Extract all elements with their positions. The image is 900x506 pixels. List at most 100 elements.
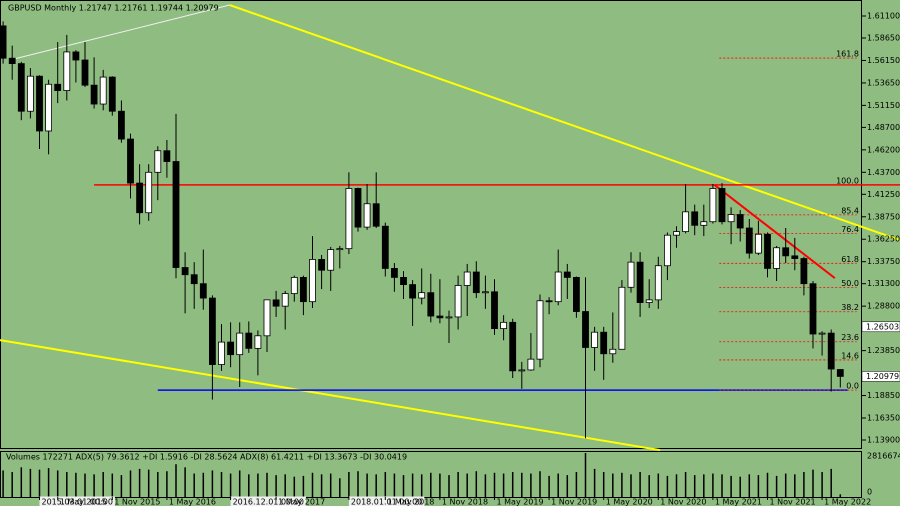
candle-body [363, 203, 371, 228]
x-cursor-box [230, 496, 307, 506]
price-label: 1.20979 [866, 372, 899, 381]
x-tick-label: 1 May 2019 [497, 498, 544, 506]
y-tick-label: 1.46200 [867, 145, 900, 154]
candle-body [418, 292, 426, 299]
candle-body [136, 182, 144, 214]
candle-body [755, 233, 762, 254]
candle-body [682, 211, 689, 232]
candle-body [645, 299, 653, 303]
fib-label: 161.8 [836, 50, 859, 59]
volume-pane-frame [0, 451, 862, 498]
candle-body [691, 211, 699, 226]
chart-title: GBPUSD Monthly 1.21747 1.21761 1.19744 1… [8, 4, 219, 13]
x-cursor-box [348, 496, 425, 506]
candle-body [45, 83, 52, 132]
candle-body [309, 259, 316, 303]
candle-body [554, 271, 562, 303]
fib-label: 38.2 [841, 303, 859, 312]
candle-body [491, 291, 498, 330]
y-tick-label: 1.56150 [867, 56, 900, 65]
candle-body [463, 271, 471, 286]
y-tick-label: 1.51150 [867, 101, 900, 110]
candle-body [90, 84, 98, 105]
candle-body [299, 277, 307, 303]
fib-label: 14.6 [841, 351, 859, 360]
trend-line [9, 4, 230, 61]
candle-body [636, 261, 644, 303]
candle-body [354, 188, 362, 228]
x-tick-label: 1 Nov 2018 [442, 498, 488, 506]
fib-label: 23.6 [841, 333, 859, 342]
x-tick-label: 1 Nov 2020 [660, 498, 706, 506]
candle-body [800, 258, 808, 285]
x-cursor-box [39, 496, 115, 506]
candle-body [709, 188, 717, 223]
volume-pane [2, 453, 842, 497]
x-tick-label: 1 Nov 2021 [770, 498, 816, 506]
candle-body [26, 75, 34, 112]
candle-body [263, 299, 271, 337]
candle-body [409, 284, 417, 299]
candle-body [227, 341, 235, 356]
candle-body [72, 51, 80, 61]
candle-body [827, 332, 835, 370]
fib-label: 85.4 [841, 206, 859, 215]
candle-body [372, 203, 380, 227]
price-label-box [861, 321, 900, 333]
candle-body [336, 248, 344, 251]
price-pane: 161.8 100.0 85.4 76.4 61.8 50.0 38.2 23.6 14.6 0.… [0, 4, 900, 452]
candle-body [472, 271, 480, 294]
y-tick-label: 1.36250 [867, 235, 900, 244]
y-tick-label: 1.28800 [867, 302, 900, 311]
candle-body [791, 255, 799, 259]
indicator-label: Volumes 172271 ADX(5) 79.3612 +DI 1.5916… [6, 453, 407, 462]
candle-body [236, 332, 244, 356]
candle-body [664, 234, 671, 267]
y-tick-label: 1.33750 [867, 257, 900, 266]
y-tick-label: 1.43700 [867, 168, 900, 177]
candle-body [272, 299, 280, 307]
volume-tick-label: 2816674 [867, 452, 900, 461]
x-tick-label: 1 May 2020 [606, 498, 653, 506]
candle-body [381, 225, 389, 269]
candle-body [764, 233, 771, 269]
fib-label: 50.0 [841, 279, 859, 288]
x-tick-label: 1 May 2022 [824, 498, 871, 506]
candle-body [0, 25, 7, 59]
x-tick-label: 1 May 2021 [715, 498, 762, 506]
y-tick-label: 1.61100 [867, 12, 900, 21]
candle-body [36, 75, 43, 132]
candle-body [618, 286, 626, 350]
candle-body [700, 221, 708, 226]
candle-body [673, 231, 680, 236]
candle-body [591, 331, 598, 348]
x-tick-label: 1 May 2016 [169, 498, 216, 506]
y-tick-label: 1.38750 [867, 212, 900, 221]
y-tick-label: 1.23850 [867, 346, 900, 355]
candle-body [127, 138, 134, 184]
candle-body [190, 274, 198, 285]
candle-body [218, 341, 225, 365]
candle-body [81, 59, 89, 86]
candle-body [99, 76, 107, 105]
fib-label: 76.4 [841, 225, 859, 234]
candle-body [427, 292, 435, 317]
x-cursor-label: 2016.12.01 00:00 [233, 498, 304, 506]
candle-body [818, 332, 826, 335]
candle-body [163, 150, 171, 162]
candle-body [627, 261, 635, 288]
candle-body [118, 110, 125, 140]
candle-body [518, 369, 526, 372]
candle-body [654, 265, 662, 301]
candle-body [8, 57, 16, 65]
candle-body [609, 348, 617, 355]
volume-tick-label: 0 [867, 488, 872, 497]
candle-body [345, 188, 353, 250]
y-tick-label: 1.16350 [867, 413, 900, 422]
y-tick-label: 1.13900 [867, 436, 900, 445]
candle-body [727, 214, 735, 223]
candle-body [290, 277, 298, 294]
fib-label: 0.0 [846, 382, 859, 391]
candle-body [454, 285, 462, 318]
